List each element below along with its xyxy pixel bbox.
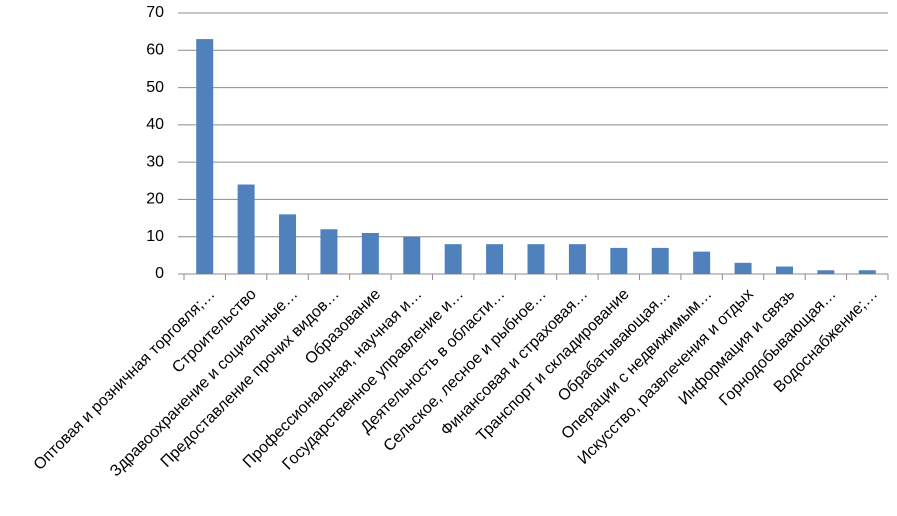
bar [734, 262, 752, 274]
bar [320, 229, 338, 274]
y-tick-label: 20 [146, 191, 164, 208]
y-tick-label: 70 [146, 4, 164, 21]
bar [486, 244, 504, 274]
bar [610, 247, 628, 274]
y-tick-label: 0 [155, 265, 164, 282]
bar [858, 270, 876, 274]
bar [775, 266, 793, 274]
bar [279, 214, 297, 274]
bar [817, 270, 835, 274]
y-tick-label: 40 [146, 116, 164, 133]
bar [444, 244, 462, 274]
y-tick-label: 60 [146, 42, 164, 59]
x-tick-label: Операции с недвижимым… [558, 286, 715, 443]
bar [568, 244, 586, 274]
y-tick-label: 10 [146, 228, 164, 245]
bar [651, 247, 669, 274]
bar [237, 184, 255, 274]
bar [361, 232, 379, 274]
bar [196, 39, 214, 274]
bar [527, 244, 545, 274]
y-tick-label: 30 [146, 153, 164, 170]
y-tick-label: 50 [146, 79, 164, 96]
bar [693, 251, 711, 274]
bar [403, 236, 421, 274]
